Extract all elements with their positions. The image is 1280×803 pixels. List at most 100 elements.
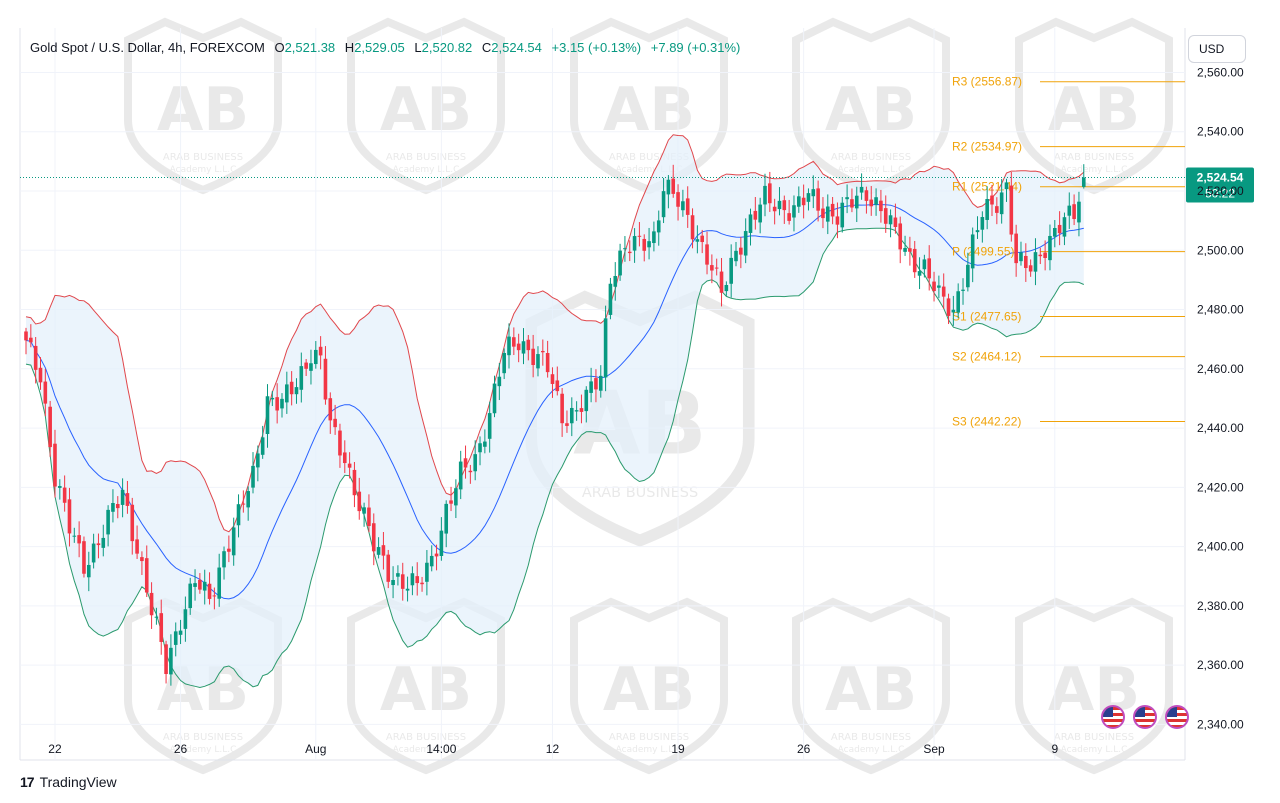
candle-body [140, 557, 144, 562]
candles [24, 164, 1086, 686]
candle-body [333, 418, 337, 428]
candle-body [62, 487, 67, 503]
candle-body [376, 547, 381, 555]
band-fill [26, 134, 1084, 688]
candle-body [869, 199, 874, 207]
watermark-shield [1015, 597, 1173, 775]
candle-body [985, 198, 989, 220]
candle-body [82, 541, 86, 574]
candle-body [652, 231, 656, 244]
candle-body [434, 553, 439, 557]
watermark-letters: AB [603, 75, 695, 145]
candle-body [941, 286, 946, 297]
candle-body [202, 581, 207, 591]
candle-body [512, 337, 516, 347]
candle-body [627, 251, 632, 254]
watermark-line1: ARAB BUSINESS [831, 732, 911, 743]
candle-body [275, 397, 279, 411]
candle-body [458, 461, 463, 490]
x-tick-label: 26 [174, 742, 188, 756]
candle-body [1033, 252, 1038, 272]
candle-body [24, 331, 28, 341]
watermark-line2: Academy L.L.C [1061, 165, 1128, 175]
candle-body [449, 500, 453, 504]
event-flags[interactable] [1101, 705, 1189, 729]
watermark-logo: AB ARAB BUSINESS Academy L.L.C [1015, 17, 1173, 195]
candle-body [821, 208, 825, 219]
currency-button[interactable]: USD [1188, 35, 1246, 63]
y-tick-label: 2,520.00 [1197, 184, 1244, 198]
y-axis[interactable]: 2,560.00 2,540.00 2,520.00 2,500.00 2,480.00… [1197, 65, 1244, 731]
y-tick-label: 2,540.00 [1197, 125, 1244, 139]
candle-body [661, 191, 666, 218]
candle-body [314, 349, 318, 365]
candle-body [135, 539, 139, 554]
candle-body [772, 206, 777, 212]
candle-body [289, 381, 294, 395]
candle-body [318, 346, 323, 356]
candle-body [550, 374, 555, 384]
candle-body [169, 647, 173, 675]
y-tick-label: 2,480.00 [1197, 303, 1244, 317]
tradingview-brand[interactable]: TradingView [39, 774, 117, 790]
watermark-logo: AB ARAB BUSINESS Academy L.L.C [1015, 597, 1173, 775]
candle-body [362, 507, 366, 514]
candle-body [797, 196, 801, 207]
watermark-shield [124, 17, 282, 195]
candle-body [342, 452, 347, 464]
us-flag-icon[interactable] [1101, 705, 1125, 729]
candle-body [386, 554, 391, 582]
upper-band-line [25, 134, 1085, 533]
candle-body [676, 192, 680, 207]
candle-body [1057, 224, 1062, 234]
y-tick-label: 2,400.00 [1197, 540, 1244, 554]
change-value: +3.15 (+0.13%) [551, 40, 642, 55]
candle-body [400, 574, 405, 589]
candle-body [859, 186, 864, 193]
candle-body [1072, 204, 1076, 220]
candle-body [130, 504, 135, 542]
candle-body [183, 609, 188, 629]
candle-body [188, 583, 193, 609]
candle-body [565, 423, 569, 426]
candle-body [425, 562, 429, 582]
candle-body [502, 352, 506, 374]
y-tick-label: 2,340.00 [1197, 717, 1244, 731]
us-flag-icon[interactable] [1165, 705, 1189, 729]
watermark-line1: ARAB BUSINESS [386, 732, 466, 743]
watermark-line2: Academy L.L.C [393, 745, 460, 755]
tradingview-logo-icon[interactable]: 17 [20, 774, 35, 790]
candle-body [579, 408, 584, 412]
watermark-line2: Academy L.L.C [393, 165, 460, 175]
watermark-logo: AB ARAB BUSINESS Academy L.L.C [792, 17, 950, 195]
candle-body [946, 298, 951, 316]
candle-body [468, 470, 473, 473]
candle-body [53, 443, 57, 487]
pivot-label: P (2499.55) [952, 245, 1015, 259]
candle-body [854, 195, 859, 209]
x-tick-label: 22 [48, 742, 62, 756]
candle-body [338, 430, 342, 456]
candle-body [492, 383, 497, 414]
candle-body [903, 247, 907, 252]
candle-body [714, 267, 719, 269]
candle-body [840, 202, 845, 228]
pivot-label: S2 (2464.12) [952, 350, 1021, 364]
candle-body [879, 200, 883, 212]
candle-body [231, 527, 236, 556]
x-axis[interactable]: 22 26 Aug 14:00 12 19 26 Sep 9 [48, 742, 1058, 756]
candle-body [574, 410, 579, 412]
candle-body [647, 241, 651, 248]
candle-body [144, 558, 149, 593]
candle-body [729, 257, 733, 284]
watermark-line1: ARAB BUSINESS [582, 485, 698, 501]
watermark-letters: AB [825, 655, 917, 725]
last-price-line: 2,524.54 50:22 [20, 167, 1254, 203]
us-flag-icon[interactable] [1133, 705, 1157, 729]
candle-body [618, 250, 622, 276]
candle-body [1081, 177, 1086, 187]
watermark-line2: Academy L.L.C [170, 745, 237, 755]
candle-body [541, 350, 545, 353]
candle-body [743, 231, 748, 256]
